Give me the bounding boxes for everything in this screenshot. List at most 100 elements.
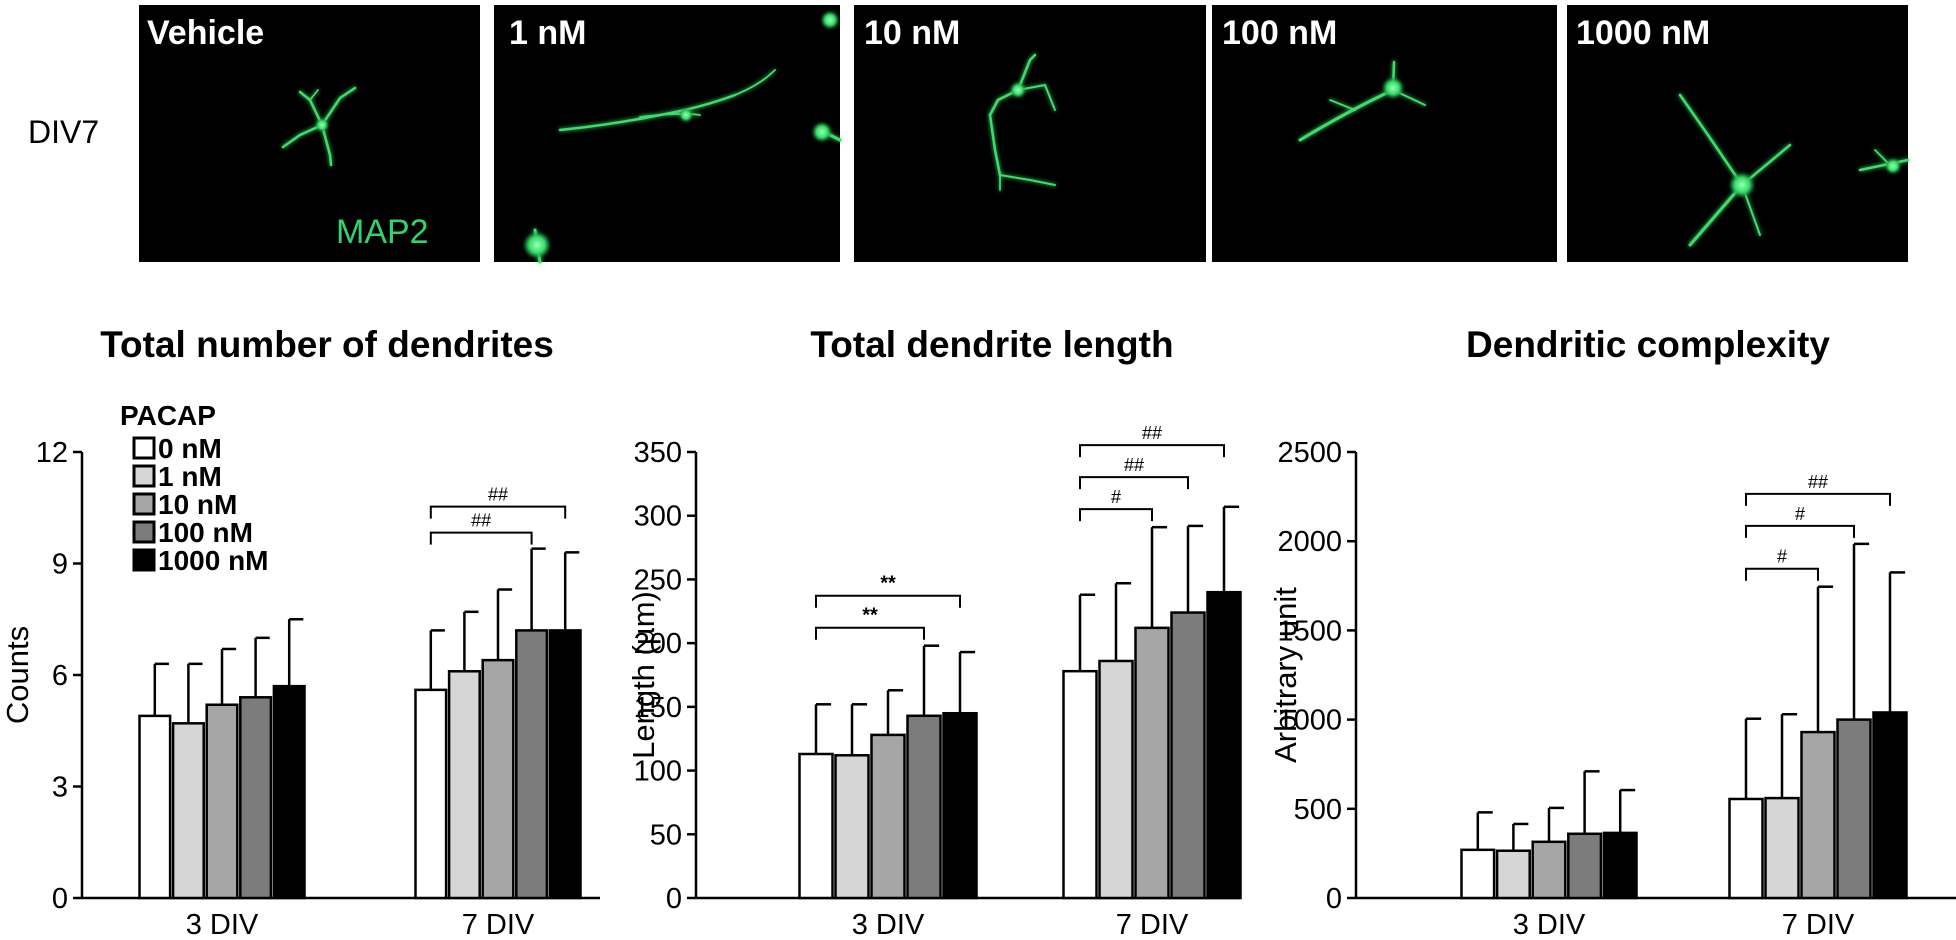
significance-label: ** [862, 605, 878, 627]
significance-bracket [1745, 567, 1819, 581]
bar [1531, 840, 1567, 900]
chart-title: Dendritic complexity [1466, 324, 1830, 365]
bar [1495, 849, 1531, 900]
legend-entry-label: 1 nM [158, 461, 222, 492]
bar [548, 629, 582, 900]
y-tick-label: 2500 [1277, 437, 1342, 469]
bar [481, 658, 515, 900]
micrograph-panel-100nm: 100 nM [1212, 5, 1557, 262]
neuron-image-10nm [988, 53, 1056, 191]
bar [1206, 590, 1242, 900]
significance-label: # [1777, 547, 1787, 567]
bar [1872, 711, 1908, 900]
micrograph-panel-1000nm: 1000 nM [1567, 5, 1910, 262]
significance-bracket [1079, 444, 1225, 458]
y-axis-label: Arbitrary unit [1268, 587, 1303, 763]
row-label-div7: DIV7 [28, 114, 99, 150]
bar [1602, 831, 1638, 900]
significance-label: ## [471, 511, 491, 531]
bar [1134, 626, 1170, 900]
y-tick-label: 50 [650, 819, 682, 851]
y-tick-label: 2000 [1277, 526, 1342, 558]
y-tick-label: 1000 [1277, 705, 1342, 737]
significance-label: ## [1142, 423, 1162, 443]
y-tick-label: 0 [1326, 883, 1342, 915]
legend-title: PACAP [120, 400, 216, 431]
y-tick-label: 100 [634, 756, 682, 788]
significance-bracket [429, 505, 567, 519]
bar [205, 703, 239, 900]
x-tick-label: 7 DIV [462, 909, 535, 940]
significance-bracket [1079, 508, 1153, 522]
y-tick-label: 200 [634, 628, 682, 660]
bar [1836, 718, 1872, 900]
panel-label-vehicle: Vehicle [147, 14, 264, 52]
x-tick-label: 7 DIV [1116, 909, 1189, 940]
bar [834, 754, 870, 900]
y-tick-label: 300 [634, 501, 682, 533]
bar [1460, 848, 1496, 900]
panel-label-100nm: 100 nM [1222, 14, 1337, 52]
y-tick-label: 500 [1294, 794, 1342, 826]
bar [870, 733, 906, 900]
chart-title: Total dendrite length [810, 324, 1173, 365]
bar [1764, 796, 1800, 900]
neuron-image-1nm [523, 11, 842, 264]
significance-bracket [1745, 492, 1891, 506]
bar [1098, 659, 1134, 900]
panel-label-1nm: 1 nM [509, 14, 586, 52]
significance-label: # [1795, 504, 1805, 524]
marker-label-map2: MAP2 [336, 213, 429, 251]
neuron-image-100nm [1298, 60, 1426, 142]
significance-label: ** [880, 573, 896, 595]
y-tick-label: 0 [666, 883, 682, 915]
y-tick-label: 250 [634, 564, 682, 596]
chart-title: Total number of dendrites [100, 324, 554, 365]
significance-bracket [1745, 524, 1855, 538]
y-tick-label: 3 [52, 772, 68, 804]
bar [906, 714, 942, 900]
panel-label-1000nm: 1000 nM [1576, 14, 1710, 52]
y-tick-label: 150 [634, 692, 682, 724]
y-tick-label: 0 [52, 883, 68, 915]
y-tick-label: 12 [36, 437, 68, 469]
bar [942, 711, 978, 900]
bar [138, 714, 172, 900]
legend-swatch [132, 548, 156, 572]
legend-entry-label: 0 nM [158, 433, 222, 464]
significance-label: # [1111, 487, 1121, 507]
bar [1567, 832, 1603, 900]
significance-label: ## [488, 485, 508, 505]
panel-label-10nm: 10 nM [864, 14, 960, 52]
y-tick-label: 6 [52, 660, 68, 692]
bar [414, 688, 448, 900]
y-tick-label: 1500 [1277, 615, 1342, 647]
significance-bracket [1079, 476, 1189, 490]
significance-label: ## [1808, 472, 1828, 492]
legend-entry-label: 10 nM [158, 489, 237, 520]
legend-swatch [132, 520, 156, 544]
bar [1800, 730, 1836, 900]
neuron-image-vehicle [281, 86, 357, 167]
legend-swatch [132, 464, 156, 488]
significance-bracket [429, 531, 533, 545]
bar [272, 684, 306, 900]
legend-swatch [132, 436, 156, 460]
micrograph-panel-vehicle: Vehicle MAP2 [139, 5, 480, 262]
bar [1728, 797, 1764, 900]
bar [239, 696, 273, 900]
bar [798, 752, 834, 900]
chart-total-dendrite-length: Total dendrite length Length (µm) 0 50 100 15… [626, 324, 1242, 940]
legend-entry-label: 1000 nM [158, 545, 269, 576]
y-tick-label: 9 [52, 549, 68, 581]
chart-total-number-of-dendrites: Total number of dendrites Counts 0 3 6 9 12 3 D… [0, 324, 600, 940]
neuron-image-1000nm [1678, 93, 1910, 247]
bar [515, 629, 549, 900]
y-tick-label: 350 [634, 437, 682, 469]
legend-swatch [132, 492, 156, 516]
significance-bracket [815, 626, 925, 640]
x-tick-label: 3 DIV [1513, 909, 1586, 940]
micrograph-panel-10nm: 10 nM [854, 5, 1206, 262]
